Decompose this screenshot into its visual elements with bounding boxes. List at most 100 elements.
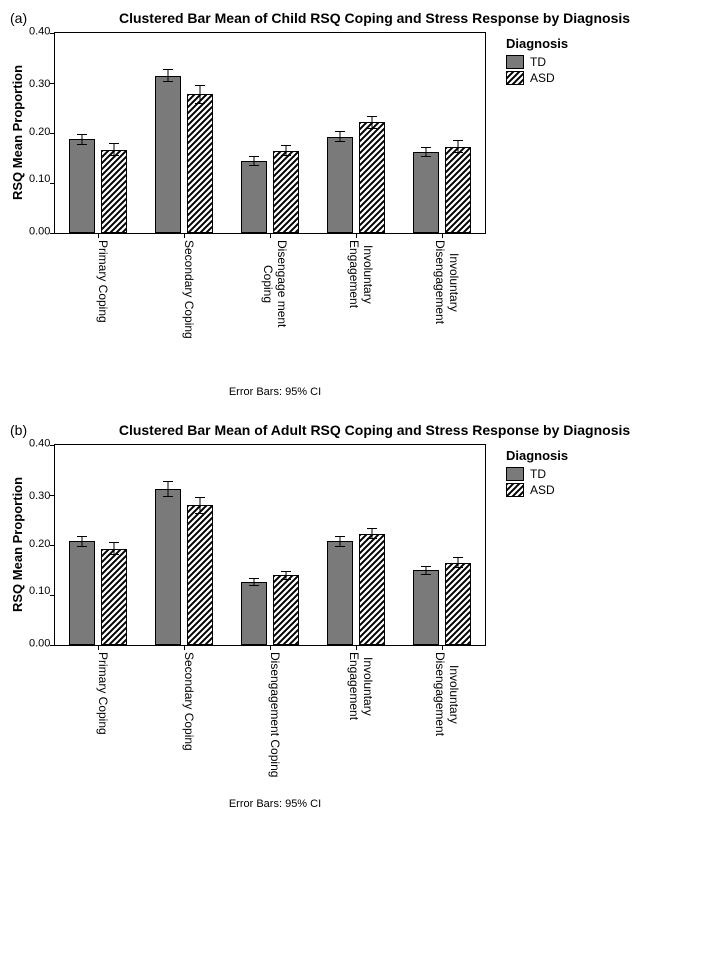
y-tick: 0.00	[29, 227, 50, 238]
error-cap	[335, 536, 345, 537]
bar	[273, 575, 299, 645]
x-tick-label: Secondary Coping	[182, 652, 196, 751]
y-tick-mark	[50, 645, 55, 646]
bar	[155, 76, 181, 234]
error-cap	[163, 496, 173, 497]
error-cap	[195, 513, 205, 514]
chart-title: Clustered Bar Mean of Adult RSQ Coping a…	[10, 422, 699, 438]
error-cap	[367, 538, 377, 539]
error-cap	[249, 585, 259, 586]
error-cap	[163, 69, 173, 70]
y-tick: 0.00	[29, 639, 50, 650]
error-cap	[77, 134, 87, 135]
bar	[445, 147, 471, 234]
legend-swatch	[506, 483, 524, 497]
y-tick-mark	[50, 33, 55, 34]
y-tick: 0.10	[29, 586, 50, 597]
error-bar	[286, 146, 287, 156]
error-cap	[249, 156, 259, 157]
y-axis-label: RSQ Mean Proportion	[10, 444, 25, 644]
legend-label: ASD	[530, 483, 555, 497]
error-cap	[109, 143, 119, 144]
legend-swatch	[506, 467, 524, 481]
error-cap	[109, 155, 119, 156]
legend-title: Diagnosis	[506, 36, 568, 51]
bar	[69, 541, 95, 645]
error-bar	[82, 536, 83, 546]
x-tick-label: Primary Coping	[96, 652, 110, 735]
error-cap	[163, 481, 173, 482]
bar	[327, 137, 353, 234]
error-cap	[453, 557, 463, 558]
error-bar	[114, 543, 115, 555]
error-bars-note: Error Bars: 95% CI	[60, 798, 490, 810]
error-cap	[195, 103, 205, 104]
y-tick: 0.10	[29, 174, 50, 185]
error-cap	[109, 554, 119, 555]
error-cap	[453, 140, 463, 141]
error-cap	[163, 81, 173, 82]
error-cap	[421, 566, 431, 567]
error-bar	[82, 134, 83, 144]
legend-item: TD	[506, 467, 568, 481]
bar	[241, 582, 267, 646]
error-cap	[421, 156, 431, 157]
x-tick-label: Disengagement Coping	[268, 652, 282, 777]
x-tick-label: Involuntary Engagement	[347, 652, 375, 720]
error-cap	[453, 152, 463, 153]
legend-swatch	[506, 71, 524, 85]
error-cap	[335, 141, 345, 142]
y-axis-label: RSQ Mean Proportion	[10, 32, 25, 232]
bar	[187, 505, 213, 645]
error-cap	[249, 165, 259, 166]
x-tick-label: Involuntary Disengagement	[433, 652, 461, 736]
legend-swatch	[506, 55, 524, 69]
y-tick-mark	[50, 83, 55, 84]
legend: Diagnosis TD ASD	[506, 36, 568, 87]
bar	[101, 150, 127, 234]
y-tick: 0.40	[29, 27, 50, 38]
bar	[413, 152, 439, 234]
bar	[445, 563, 471, 646]
y-tick-mark	[50, 233, 55, 234]
bar	[69, 139, 95, 233]
error-cap	[367, 116, 377, 117]
error-cap	[109, 542, 119, 543]
legend-item: TD	[506, 55, 568, 69]
x-tick-label: Disengage ment Coping	[261, 240, 289, 327]
bar	[359, 122, 385, 233]
error-bar	[340, 132, 341, 142]
x-tick-label: Involuntary Engagement	[347, 240, 375, 308]
y-tick-mark	[50, 183, 55, 184]
error-bar	[168, 481, 169, 496]
error-cap	[281, 155, 291, 156]
bar	[327, 541, 353, 645]
error-cap	[77, 546, 87, 547]
error-cap	[335, 131, 345, 132]
y-tick-mark	[50, 495, 55, 496]
error-cap	[281, 579, 291, 580]
error-cap	[421, 574, 431, 575]
legend: DiagnosisTDASD	[506, 448, 568, 499]
y-tick: 0.20	[29, 539, 50, 550]
error-cap	[281, 571, 291, 572]
legend-label: TD	[530, 55, 546, 69]
error-cap	[367, 528, 377, 529]
error-bar	[340, 536, 341, 546]
legend-item: ASD	[506, 71, 568, 85]
y-tick: 0.40	[29, 439, 50, 450]
y-tick-mark	[50, 133, 55, 134]
legend-label: ASD	[530, 71, 555, 85]
x-tick-label: Secondary Coping	[182, 240, 196, 339]
panel-b: (b)Clustered Bar Mean of Adult RSQ Copin…	[10, 422, 699, 810]
error-cap	[367, 128, 377, 129]
plot-area	[54, 32, 486, 234]
bar	[241, 161, 267, 234]
y-tick: 0.30	[29, 79, 50, 90]
error-bar	[168, 70, 169, 82]
chart-title: Clustered Bar Mean of Child RSQ Coping a…	[10, 10, 699, 26]
y-tick: 0.30	[29, 491, 50, 502]
error-cap	[281, 145, 291, 146]
bar	[273, 151, 299, 234]
error-bars-note: Error Bars: 95% CI	[60, 386, 490, 398]
